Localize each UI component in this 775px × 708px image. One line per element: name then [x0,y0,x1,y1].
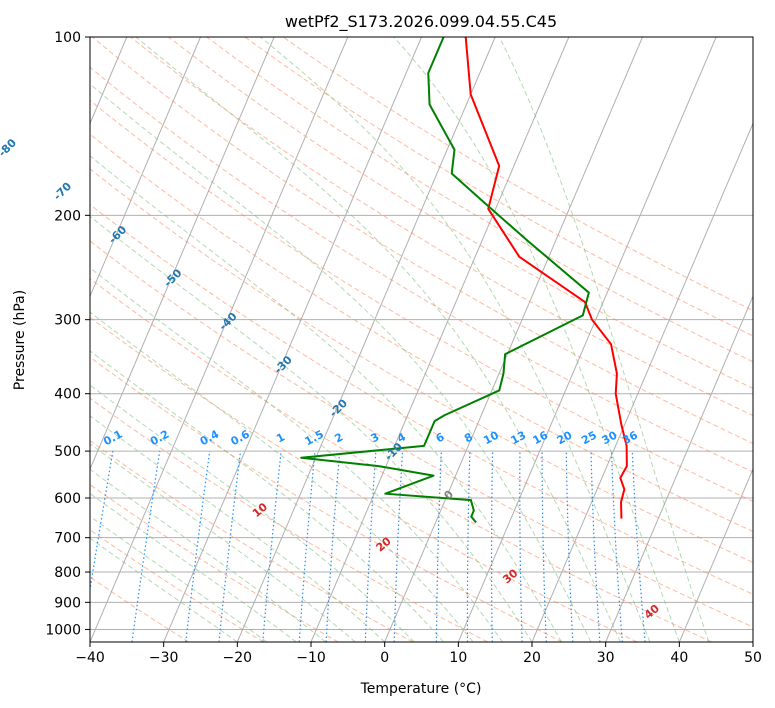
mixing-ratio-label: 20 [555,428,575,447]
dry-adiabat-line [90,483,339,642]
moist-adiabat-line [90,215,533,642]
mixing-ratio-label: 13 [509,429,529,448]
moist-adiabat-line [90,311,474,642]
moist-adiabat-line [90,384,415,642]
x-tick-label: −10 [296,650,326,666]
y-tick-label: 800 [54,565,81,581]
axis-ticks: −40 −30 −20 −10 0 10 20 30 40 50 100 200 300 400 500 60… [45,30,762,666]
dry-adiabat-line [90,278,712,642]
dry-adiabat-line [282,37,753,312]
dry-adiabat-line [90,66,753,473]
dry-adiabat-line [168,37,753,389]
isotherm-line [236,37,496,642]
x-tick-label: 40 [670,650,688,666]
isotherm-line [90,37,349,642]
mixing-ratio-line [185,451,211,642]
dewpoint-profile-line [300,37,590,524]
x-tick-label: 30 [597,650,615,666]
moist-adiabat-line [90,443,356,642]
y-tick-label: 1000 [45,622,81,638]
x-tick-label: 0 [380,650,389,666]
x-axis-label: Temperature (°C) [360,681,482,697]
dry-adiabat-line [90,203,753,595]
x-tick-label: −40 [75,650,105,666]
mixing-ratio-line [298,451,316,642]
chart-title: wetPf2_S173.2026.099.04.55.C45 [285,12,557,32]
dry-adiabat-line [90,397,488,642]
y-tick-label: 600 [54,491,81,507]
y-tick-label: 700 [54,531,81,547]
y-tick-label: 200 [54,208,81,224]
moist-adiabat-line [90,415,386,642]
dry-adiabat-line [206,37,753,363]
x-tick-label: 50 [744,650,762,666]
dry-adiabat-line [90,529,264,642]
moist-adiabat-line [90,350,444,642]
mixing-ratio-line [631,451,646,642]
isotherm-line [90,37,275,471]
mixing-ratio-label: 36 [620,428,640,447]
y-tick-label: 500 [54,444,81,460]
mixing-ratio-label: 16 [531,428,551,447]
mixing-ratio-label: 25 [579,429,599,448]
x-tick-label: −30 [149,650,179,666]
dry-adiabat-line [90,356,563,642]
dry-adiabat-line [90,240,753,628]
dry-adiabat-line [90,316,638,642]
dry-adiabat-line [90,168,753,563]
moist-adiabat-line [90,83,592,642]
x-tick-label: 10 [449,650,467,666]
y-tick-label: 300 [54,313,81,329]
isotherm-line [457,37,717,642]
mixing-ratio-line [262,451,282,642]
dry-adiabat-line [90,133,753,533]
temperature-profile-line [464,37,628,519]
mixing-ratio-label: 10 [481,428,501,447]
x-tick-label: −20 [223,650,253,666]
moist-adiabat-line [90,537,238,642]
isotherm-line [531,122,753,642]
y-tick-label: 900 [54,595,81,611]
dry-adiabat-line [244,37,753,337]
x-tick-label: 20 [523,650,541,666]
mixing-ratio-label: 30 [600,428,620,447]
mixing-ratio-line [131,451,161,642]
moist-adiabat-line [90,155,562,642]
background-lines [90,37,753,642]
isotherm-line [163,37,422,642]
profile-lines [300,37,628,524]
moist-adiabat-line [135,37,621,642]
dry-adiabat-line [90,99,753,502]
y-tick-label: 400 [54,387,81,403]
y-tick-label: 100 [54,30,81,46]
isotherm-line [605,295,753,642]
isotherm-line [678,467,753,642]
moist-adiabat-line [90,515,268,642]
moist-adiabat-line [90,468,327,642]
isotherm-line [90,37,201,298]
isotherm-line [384,37,643,642]
y-axis-label: Pressure (hPa) [12,290,28,390]
plot-frame [89,36,754,643]
dry-adiabat-line [90,440,414,642]
moist-adiabat-line [90,267,503,642]
mixing-ratio-line [218,451,242,642]
moist-adiabat-line [498,37,710,642]
